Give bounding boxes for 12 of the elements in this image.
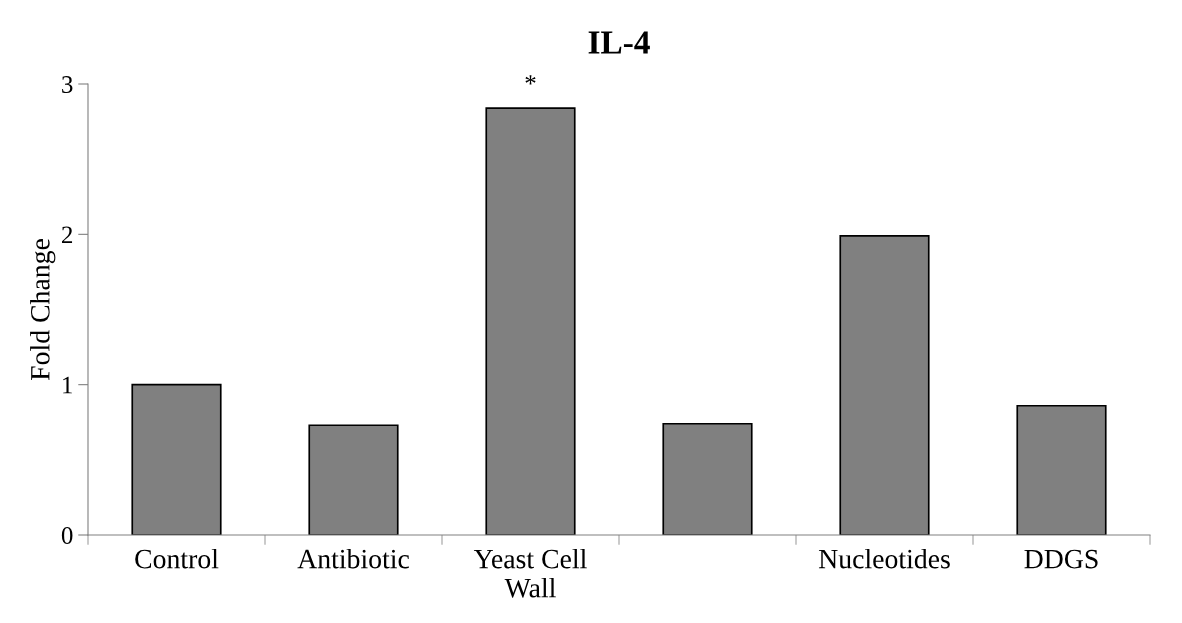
x-tick-label: Control [135,548,219,569]
x-tick-label: Antibiotic [297,548,409,569]
y-tick-label: 0 [61,527,73,544]
x-tick-label: DDGS [1024,549,1098,569]
x-tick-label: Nucleotides [818,548,950,569]
y-tick-label: 3 [62,76,73,93]
y-axis-title: Fold Change [30,239,56,381]
y-tick-label: 1 [63,376,72,394]
y-tick-label: 2 [62,226,73,244]
annotation: * [525,75,536,85]
x-tick-label: Yeast Cell Wall [473,548,587,598]
chart-title: IL-4 [588,31,650,54]
